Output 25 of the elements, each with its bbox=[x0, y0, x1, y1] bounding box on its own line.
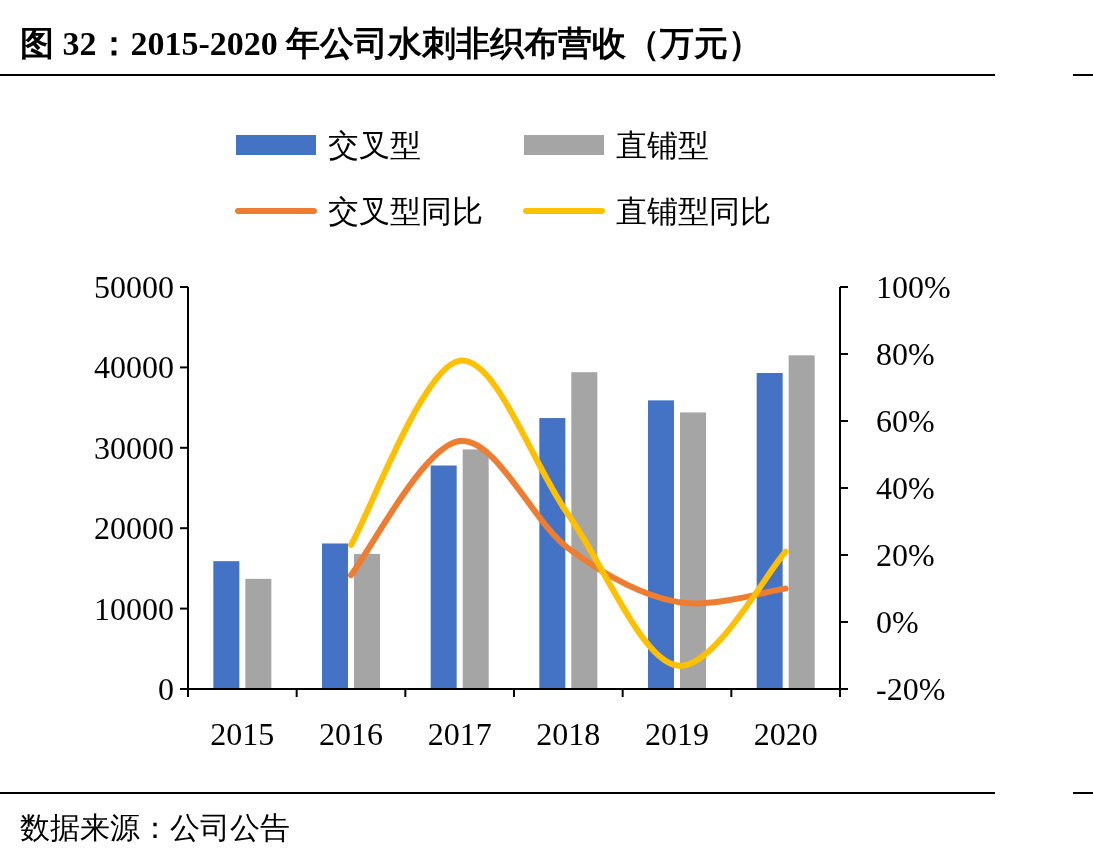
y2-tick-label: 80% bbox=[876, 336, 935, 372]
y2-tick-label: 40% bbox=[876, 470, 935, 506]
y-tick-label: 50000 bbox=[94, 269, 174, 305]
y2-tick-label: 100% bbox=[876, 269, 951, 305]
x-tick-label: 2015 bbox=[210, 716, 275, 752]
legend-label: 交叉型同比 bbox=[328, 194, 483, 229]
y-tick-label: 30000 bbox=[94, 429, 174, 466]
chart-title: 图 32：2015-2020 年公司水刺非织布营收（万元） bbox=[20, 25, 763, 62]
x-tick-label: 2016 bbox=[319, 716, 383, 752]
y-tick-label: 20000 bbox=[94, 510, 174, 547]
x-tick-label: 2017 bbox=[427, 716, 492, 752]
y-tick-label: 40000 bbox=[94, 349, 174, 386]
legend-label: 直铺型 bbox=[616, 128, 709, 163]
y-tick-label: 10000 bbox=[94, 590, 174, 627]
y2-tick-label: 0% bbox=[876, 604, 919, 640]
x-tick-label: 2019 bbox=[645, 716, 709, 752]
y2-tick-label: 20% bbox=[876, 537, 935, 573]
x-tick-label: 2018 bbox=[536, 716, 601, 752]
legend-label: 直铺型同比 bbox=[616, 194, 771, 229]
y2-tick-label: 60% bbox=[876, 403, 935, 439]
y-tick-label: 0 bbox=[158, 671, 174, 707]
y2-tick-label: -20% bbox=[876, 671, 946, 707]
legend-label: 交叉型 bbox=[328, 128, 421, 163]
source-note: 数据来源：公司公告 bbox=[20, 811, 290, 844]
x-tick-label: 2020 bbox=[753, 716, 818, 752]
